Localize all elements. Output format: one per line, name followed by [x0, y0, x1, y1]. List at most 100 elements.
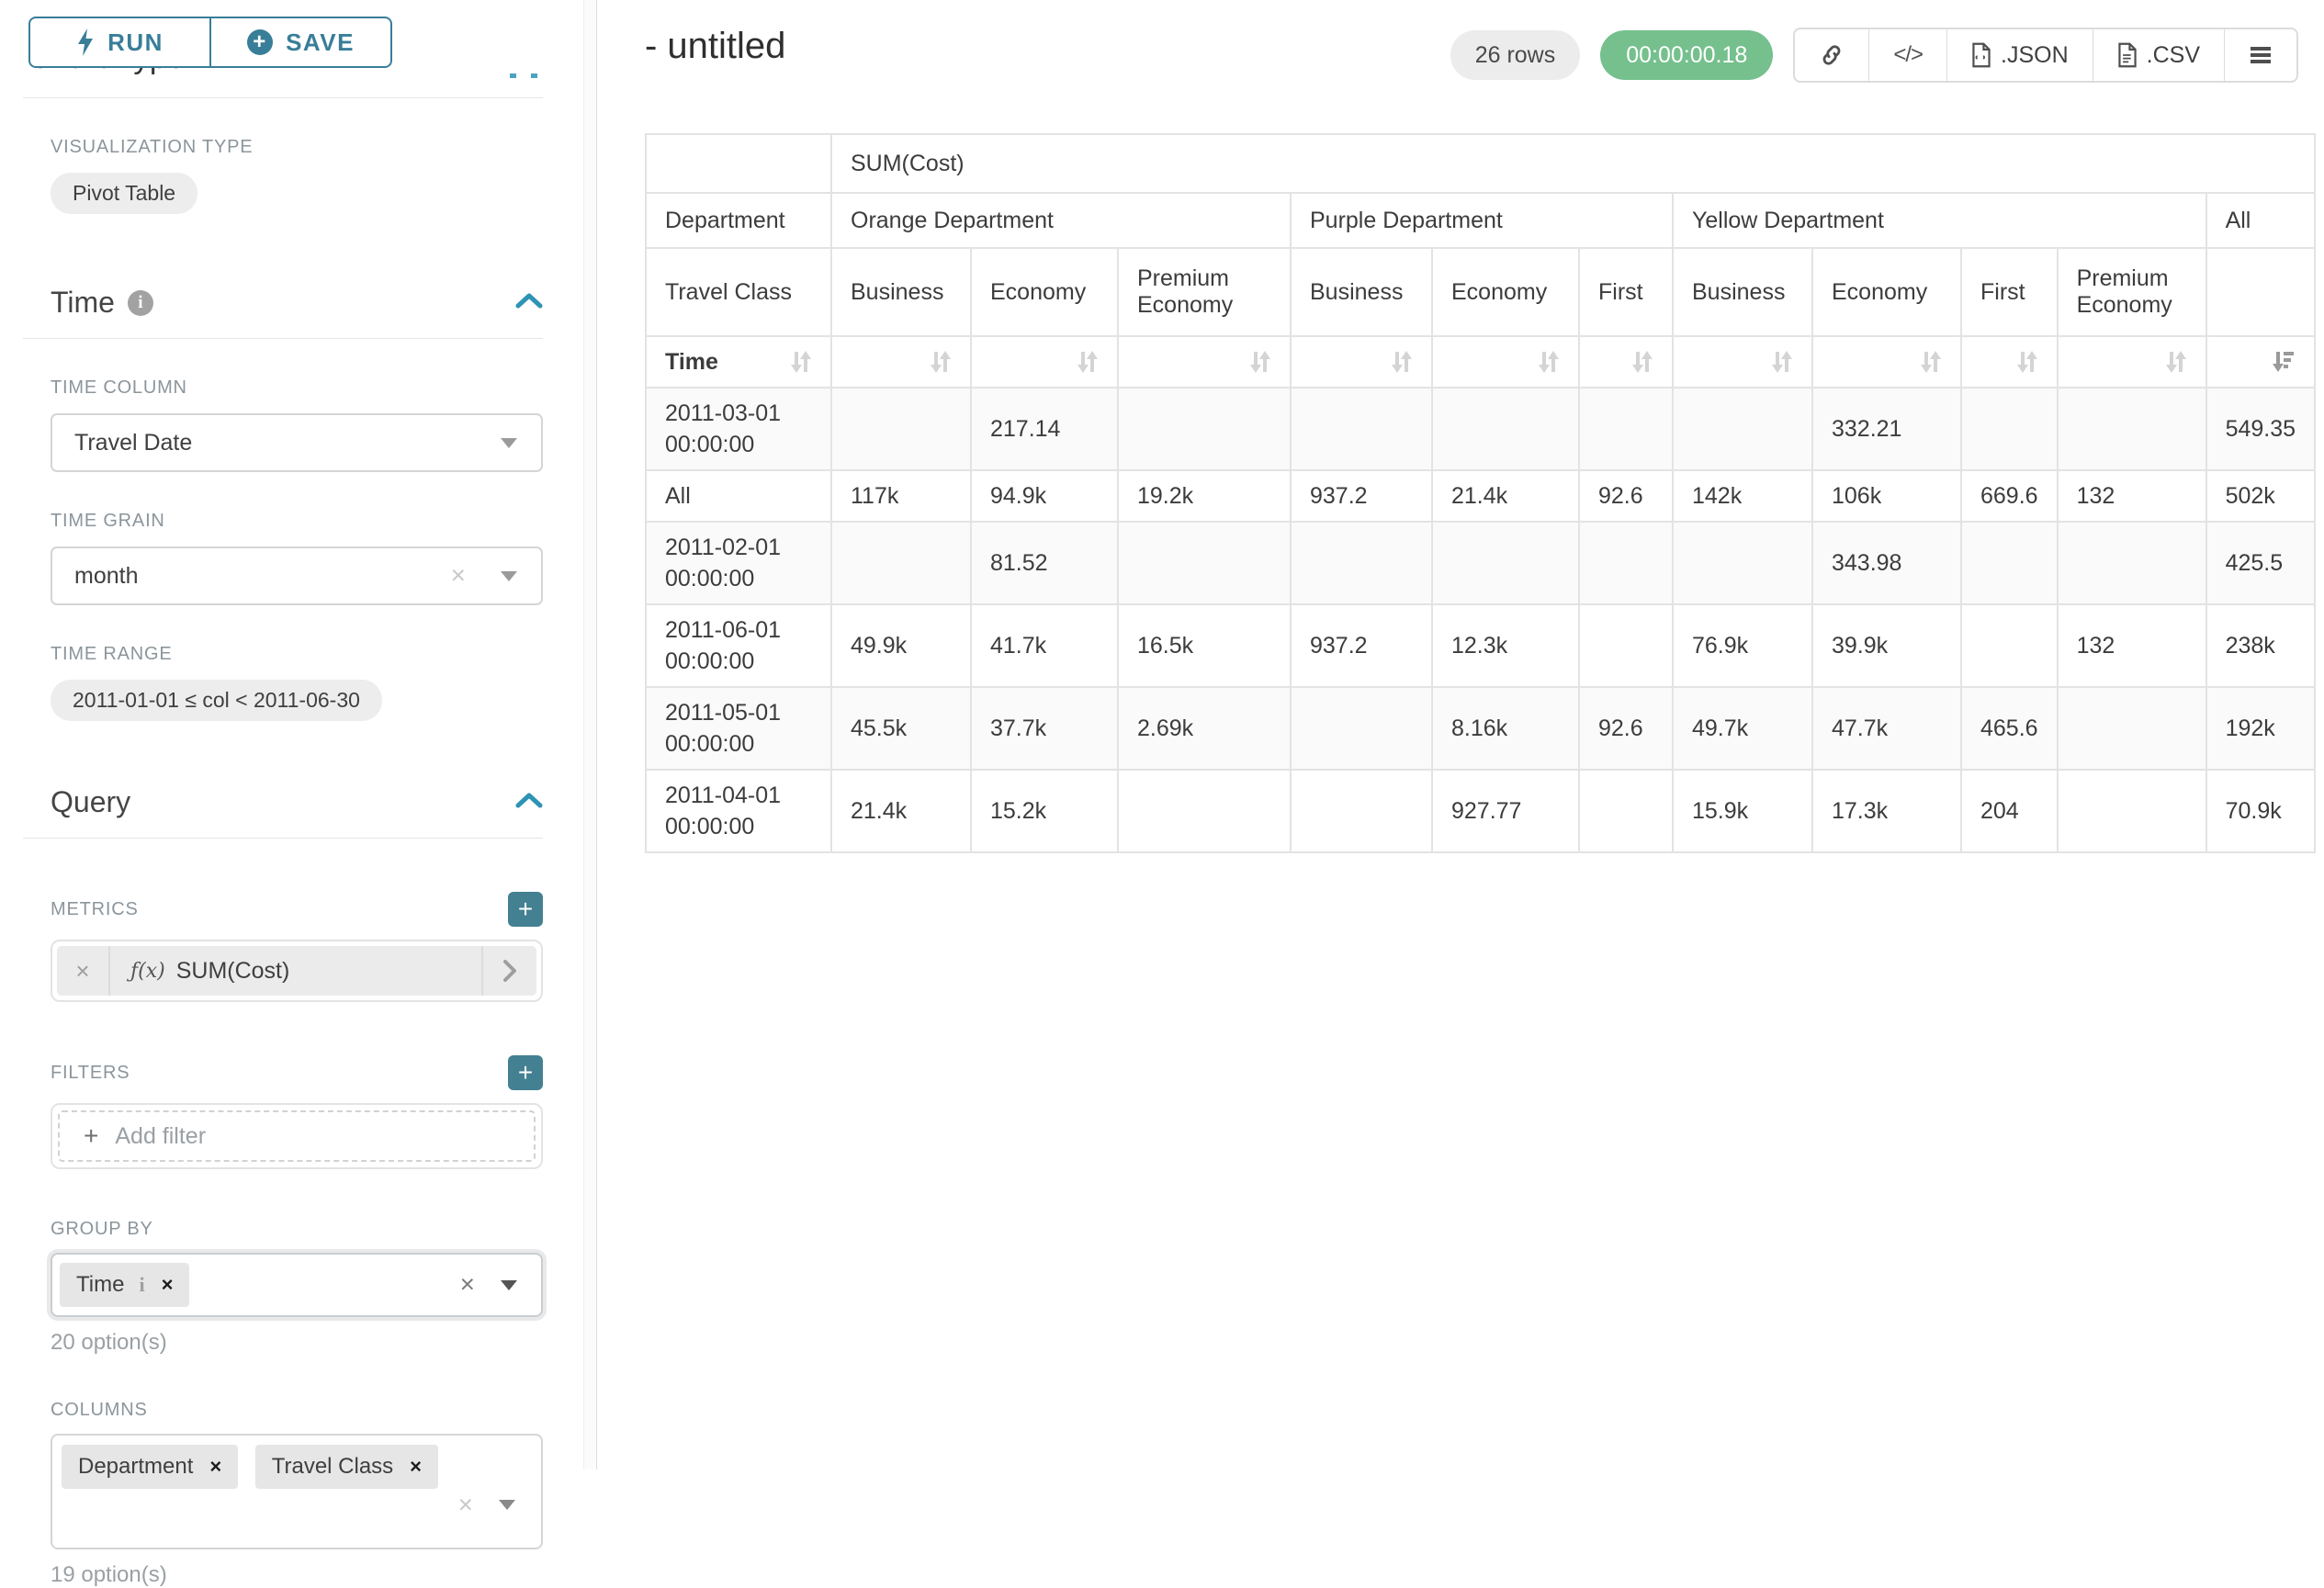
columns-tag[interactable]: Department × [62, 1445, 239, 1489]
group-by-select[interactable]: Time i × × [51, 1253, 543, 1317]
pivot-value-cell: 106k [1813, 471, 1960, 521]
pivot-value-cell [1292, 771, 1431, 851]
lightning-bolt-icon [76, 28, 95, 56]
pivot-value-cell [1119, 771, 1290, 851]
export-json-button[interactable]: .JSON [1947, 29, 2093, 81]
time-column-select[interactable]: Travel Date [51, 413, 543, 472]
time-grain-select[interactable]: month × [51, 546, 543, 605]
time-range-pill[interactable]: 2011-01-01 ≤ col < 2011-06-30 [51, 680, 382, 721]
embed-code-button[interactable]: </> [1869, 29, 1948, 81]
visualization-type-pill[interactable]: Pivot Table [51, 173, 198, 214]
pivot-row-label: All [647, 471, 830, 521]
clear-icon[interactable]: × [450, 560, 466, 590]
pivot-sort-cell [832, 337, 970, 387]
add-filter-dropzone[interactable]: + Add filter [58, 1110, 536, 1162]
pivot-value-cell [832, 523, 970, 603]
remove-metric-icon[interactable]: × [57, 946, 110, 996]
pivot-col-header: Economy [1433, 249, 1578, 335]
panel-scrollbar[interactable] [583, 0, 595, 1470]
sort-icon[interactable] [2165, 350, 2187, 374]
time-column-value: Travel Date [74, 429, 193, 456]
sort-icon[interactable] [1538, 350, 1560, 374]
clear-icon[interactable]: × [457, 1490, 473, 1519]
pivot-row-label: 2011-03-01 00:00:00 [647, 389, 830, 469]
pivot-value-cell: 49.9k [832, 605, 970, 686]
columns-tag[interactable]: Travel Class × [254, 1445, 439, 1489]
pivot-col-header: Premium Economy [1119, 249, 1290, 335]
export-button-group: </> .JSON .CSV [1793, 28, 2298, 83]
run-button[interactable]: RUN [28, 17, 210, 68]
sort-icon[interactable] [1771, 350, 1793, 374]
pivot-value-cell [2058, 771, 2206, 851]
chevron-up-icon[interactable] [515, 792, 543, 813]
pivot-group-header: Orange Department [832, 194, 1290, 247]
chevron-up-icon[interactable] [515, 292, 543, 313]
pivot-value-cell: 425.5 [2206, 523, 2315, 603]
group-by-tag-label: Time [76, 1272, 125, 1297]
pivot-value-cell: 41.7k [972, 605, 1117, 686]
export-csv-button[interactable]: .CSV [2093, 29, 2225, 81]
pivot-value-cell: 92.6 [1580, 471, 1672, 521]
pivot-value-cell: 502k [2206, 471, 2315, 521]
save-button[interactable]: + SAVE [210, 17, 392, 68]
columns-tag-label: Travel Class [271, 1454, 394, 1479]
sort-icon[interactable] [790, 350, 812, 374]
info-icon: i [127, 289, 153, 316]
pivot-value-cell [1580, 389, 1672, 469]
add-metric-button[interactable]: + [508, 892, 543, 927]
add-filter-button[interactable]: + [508, 1055, 543, 1090]
sort-icon[interactable] [1391, 350, 1413, 374]
pivot-value-cell: 8.16k [1433, 688, 1578, 769]
sort-icon[interactable] [2016, 350, 2038, 374]
pivot-data-row: 2011-05-01 00:00:00 45.5k 37.7k 2.69k 8.16k 9… [647, 688, 2315, 769]
pivot-value-cell: 45.5k [832, 688, 970, 769]
pivot-value-cell: 669.6 [1962, 471, 2057, 521]
pivot-value-cell: 117k [832, 471, 970, 521]
pivot-group-header: All [2206, 194, 2315, 247]
clear-icon[interactable]: × [459, 1269, 475, 1299]
file-icon [2117, 42, 2137, 68]
sort-icon[interactable] [1249, 350, 1271, 374]
pivot-value-cell [1962, 389, 2057, 469]
chevron-right-icon[interactable] [481, 946, 536, 996]
pivot-value-cell [1580, 523, 1672, 603]
pivot-data-row: 2011-02-01 00:00:00 81.52 343.98 425.5 [647, 523, 2315, 603]
remove-tag-icon[interactable]: × [161, 1273, 174, 1296]
pivot-sort-cell [1580, 337, 1672, 387]
sort-icon[interactable] [1077, 350, 1099, 374]
sort-icon[interactable] [1631, 350, 1653, 374]
sort-icon[interactable] [930, 350, 952, 374]
pivot-col-header: First [1580, 249, 1672, 335]
group-by-tag[interactable]: Time i × [60, 1263, 190, 1307]
pivot-value-cell [2058, 688, 2206, 769]
remove-tag-icon[interactable]: × [209, 1455, 222, 1478]
pivot-value-cell: 94.9k [972, 471, 1117, 521]
pivot-value-cell: 15.9k [1674, 771, 1811, 851]
copy-link-button[interactable] [1795, 29, 1870, 81]
pivot-value-cell [1580, 605, 1672, 686]
time-range-label: TIME RANGE [51, 644, 173, 664]
pivot-sort-cell [972, 337, 1117, 387]
query-section-header: Query [51, 785, 543, 819]
chart-title[interactable]: - untitled [645, 26, 786, 66]
pivot-sort-cell [1813, 337, 1960, 387]
chevron-down-icon [501, 438, 517, 448]
pivot-sort-cell [1674, 337, 1811, 387]
collapse-chevron-clipped-icon[interactable] [495, 66, 537, 83]
sort-icon[interactable] [1920, 350, 1942, 374]
sort-active-icon[interactable] [2272, 350, 2296, 374]
pivot-value-cell: 21.4k [832, 771, 970, 851]
pivot-value-cell: 217.14 [972, 389, 1117, 469]
pivot-value-cell [1433, 389, 1578, 469]
remove-tag-icon[interactable]: × [410, 1455, 423, 1478]
menu-button[interactable] [2225, 29, 2296, 81]
pivot-value-cell: 937.2 [1292, 471, 1431, 521]
pivot-metric-header: SUM(Cost) [832, 135, 2315, 192]
section-divider [23, 97, 543, 98]
columns-select[interactable]: Department × Travel Class × × [51, 1434, 543, 1549]
time-section-header: Time i [51, 286, 543, 320]
metric-pill[interactable]: × ƒ(x) SUM(Cost) [57, 946, 536, 996]
pivot-department-corner: Department [647, 194, 830, 247]
pivot-value-cell: 92.6 [1580, 688, 1672, 769]
pivot-value-cell [1674, 523, 1811, 603]
